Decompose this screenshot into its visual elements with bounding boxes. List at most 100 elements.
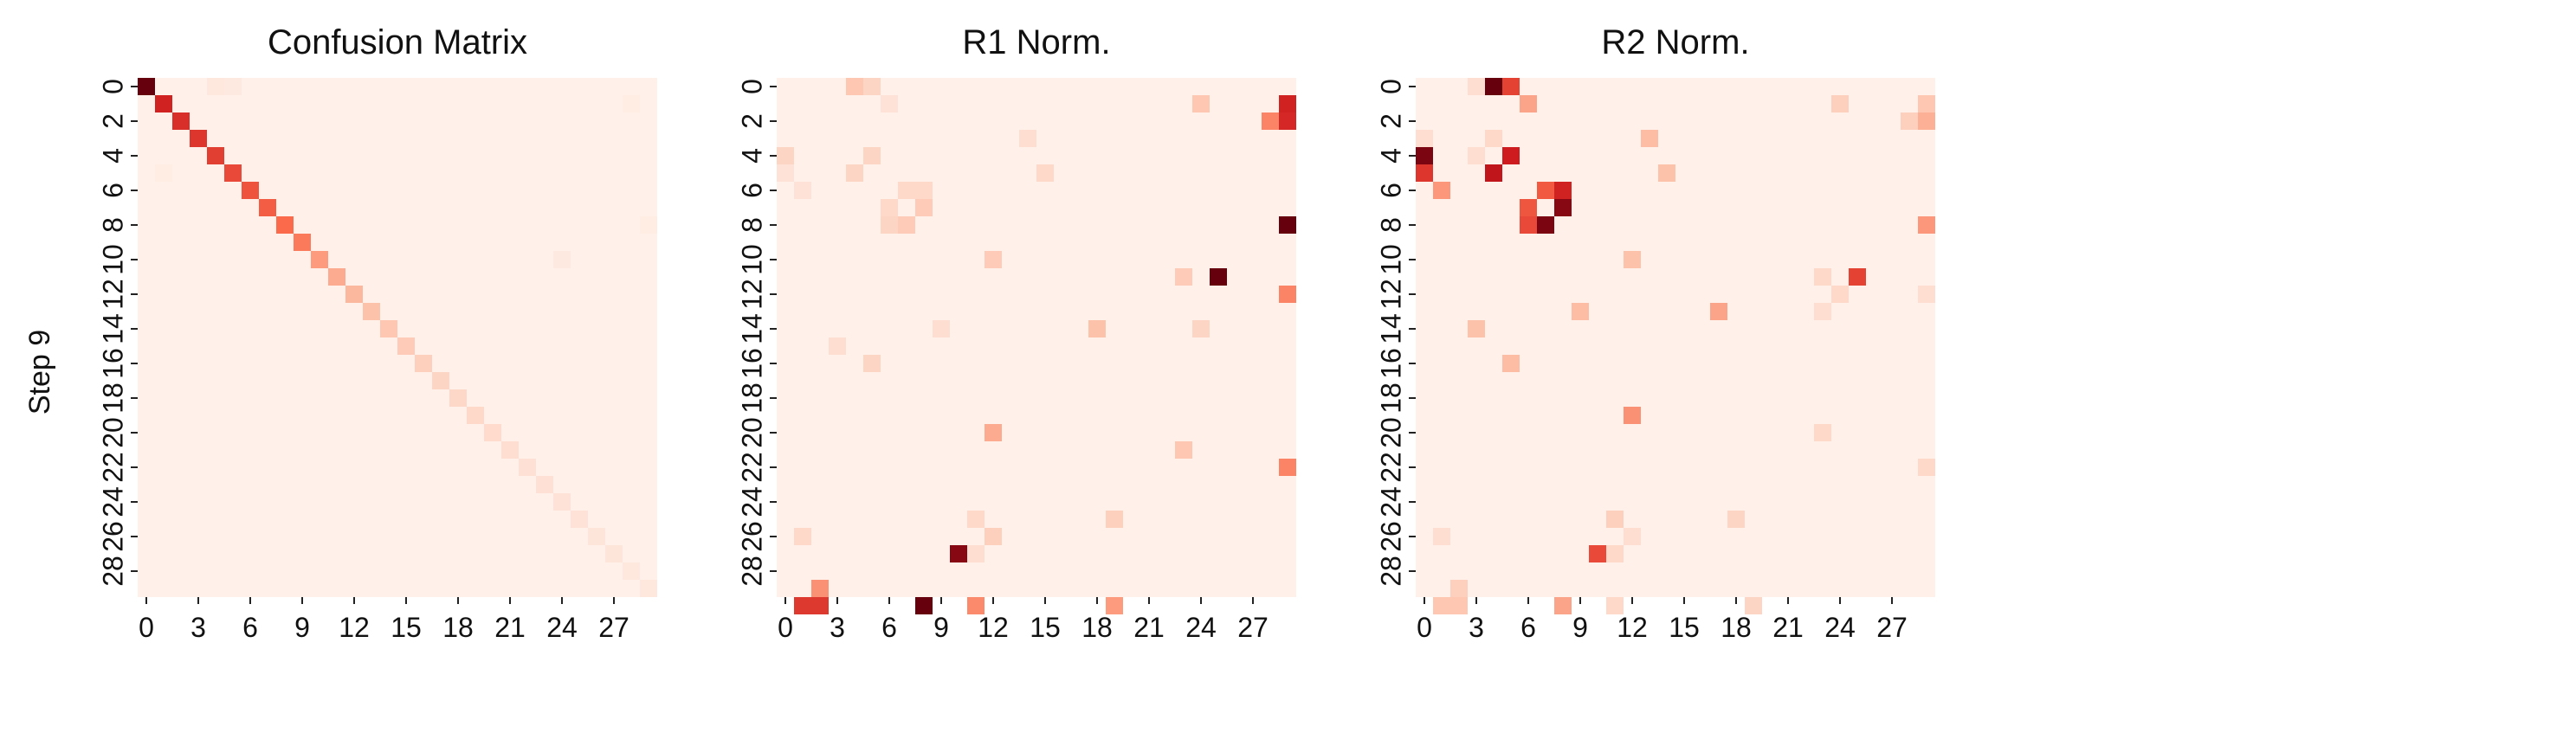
heatmap-cell xyxy=(380,320,397,337)
heatmap-cell xyxy=(190,130,207,147)
heatmap-cell xyxy=(1918,95,1935,112)
heatmap-cell xyxy=(1279,95,1296,112)
y-tick-label: 4 xyxy=(736,148,767,164)
heatmap-cell xyxy=(1520,95,1537,112)
x-tick-label: 3 xyxy=(1469,612,1484,643)
heatmap-cells xyxy=(1416,78,1935,614)
heatmap-cell xyxy=(967,545,985,562)
heatmap-cell xyxy=(1624,407,1641,424)
heatmap-cell xyxy=(571,511,588,528)
heatmap-cell xyxy=(640,216,657,234)
heatmap-cell xyxy=(846,164,863,182)
heatmap-cell xyxy=(1606,511,1624,528)
y-tick-label: 14 xyxy=(1375,313,1406,344)
heatmap-cell xyxy=(915,597,933,614)
y-tick-label: 18 xyxy=(1375,382,1406,414)
heatmap-cell xyxy=(363,303,380,320)
x-tick-label: 6 xyxy=(242,612,258,643)
heatmap-cell xyxy=(311,251,328,268)
heatmap-title: Confusion Matrix xyxy=(268,23,527,61)
y-tick-label: 24 xyxy=(97,486,128,517)
y-tick-label: 12 xyxy=(736,279,767,310)
heatmap-cell xyxy=(811,580,829,597)
heatmap-title: R1 Norm. xyxy=(962,23,1110,61)
heatmap-cell xyxy=(863,147,881,164)
heatmap-cell xyxy=(224,164,242,182)
heatmap-cell xyxy=(777,147,794,164)
heatmap-cell xyxy=(1589,545,1606,562)
y-tick-label: 8 xyxy=(1375,217,1406,233)
x-tick-labels: 0 3 6 9 12 15 18 21 24 27 xyxy=(778,597,1269,643)
y-tick-label: 12 xyxy=(1375,279,1406,310)
x-tick-label: 6 xyxy=(881,612,897,643)
x-tick-label: 27 xyxy=(1237,612,1269,643)
y-tick-label: 8 xyxy=(97,217,128,233)
y-tick-label: 2 xyxy=(736,113,767,129)
heatmap-cell xyxy=(1192,95,1210,112)
heatmap-cell xyxy=(1606,597,1624,614)
heatmap-cell xyxy=(1416,164,1433,182)
heatmap-cell xyxy=(829,337,846,355)
y-tick-label: 24 xyxy=(1375,486,1406,517)
heatmap-cell xyxy=(1901,112,1918,130)
heatmap-cell xyxy=(915,199,933,216)
heatmap-cell xyxy=(985,251,1002,268)
heatmap-cell xyxy=(519,459,536,476)
heatmap-cell xyxy=(1210,268,1227,286)
heatmap-cell xyxy=(553,251,571,268)
x-tick-label: 12 xyxy=(339,612,370,643)
heatmap-cell xyxy=(967,597,985,614)
heatmap-cell xyxy=(259,199,276,216)
y-tick-label: 10 xyxy=(1375,244,1406,275)
heatmap-cell xyxy=(623,562,640,580)
heatmap-cell xyxy=(553,493,571,511)
x-tick-label: 0 xyxy=(139,612,154,643)
heatmap-cells xyxy=(777,78,1296,614)
heatmap-cell xyxy=(1088,320,1106,337)
heatmap-cell xyxy=(1192,320,1210,337)
x-tick-label: 18 xyxy=(1721,612,1752,643)
heatmap-cell xyxy=(881,95,898,112)
heatmap-cell xyxy=(794,597,811,614)
heatmap-cell xyxy=(640,580,657,597)
x-tick-label: 0 xyxy=(778,612,793,643)
heatmap-cell xyxy=(1502,78,1520,95)
heatmap-cell xyxy=(794,528,811,545)
heatmap-cell xyxy=(950,545,967,562)
x-tick-label: 21 xyxy=(1772,612,1804,643)
heatmap-cell xyxy=(1279,459,1296,476)
x-tick-label: 15 xyxy=(1669,612,1700,643)
heatmap-cell xyxy=(224,78,242,95)
y-tick-label: 20 xyxy=(1375,417,1406,448)
heatmap-cell xyxy=(1433,182,1450,199)
heatmap-cell xyxy=(207,147,224,164)
y-tick-label: 20 xyxy=(97,417,128,448)
y-tick-label: 2 xyxy=(1375,113,1406,129)
heatmap-cell xyxy=(898,216,915,234)
y-tick-label: 0 xyxy=(1375,79,1406,94)
heatmap-cell xyxy=(1485,130,1502,147)
heatmap-cell xyxy=(1727,511,1745,528)
heatmap-cell xyxy=(1658,164,1675,182)
heatmap-cell xyxy=(242,182,259,199)
y-tick-label: 24 xyxy=(736,486,767,517)
y-tick-label: 16 xyxy=(1375,348,1406,379)
x-tick-label: 21 xyxy=(494,612,526,643)
heatmap-cell xyxy=(623,95,640,112)
heatmap-cell xyxy=(1468,147,1485,164)
heatmap-cell xyxy=(846,78,863,95)
heatmap-cell xyxy=(1572,303,1589,320)
heatmap-cell xyxy=(1814,303,1831,320)
heatmap-cell xyxy=(1520,216,1537,234)
y-tick-label: 0 xyxy=(97,79,128,94)
heatmap-cell xyxy=(1036,164,1054,182)
x-tick-labels: 0 3 6 9 12 15 18 21 24 27 xyxy=(139,597,629,643)
y-tick-label: 26 xyxy=(97,521,128,552)
heatmap-cell xyxy=(898,182,915,199)
heatmap-cell xyxy=(1279,286,1296,303)
heatmap-cell xyxy=(1918,286,1935,303)
